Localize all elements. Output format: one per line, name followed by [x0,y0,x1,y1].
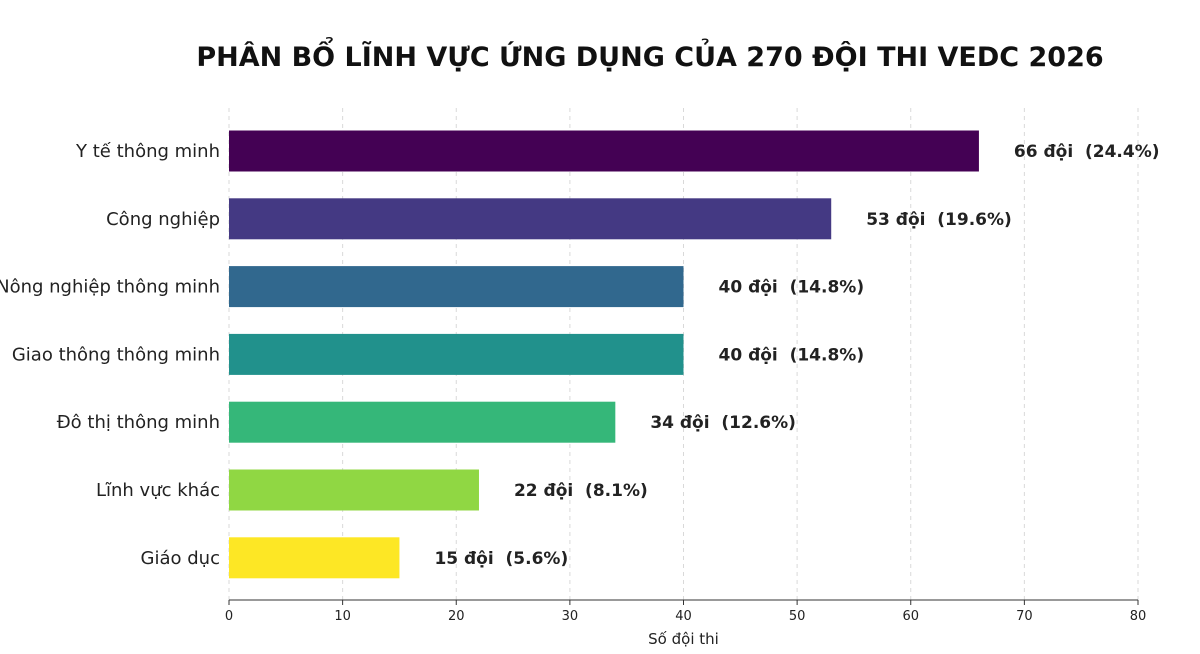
x-axis-title: Số đội thi [648,630,719,648]
bar [229,130,979,172]
category-label: Giao thông thông minh [12,344,220,365]
x-tick-label: 60 [902,609,919,624]
category-label: Nông nghiệp thông minh [0,277,220,298]
bar [229,266,684,308]
x-axis: 0 10 20 30 40 50 60 70 80 [225,599,1147,624]
value-label: 15 đội (5.6%) [434,549,568,569]
x-tick-label: 70 [1016,609,1033,624]
category-label: Lĩnh vực khác [96,480,220,501]
bar [229,333,684,375]
x-tick-label: 80 [1130,609,1147,624]
x-tick-label: 10 [334,609,351,624]
bar [229,537,400,579]
value-label: 34 đội (12.6%) [650,413,796,433]
value-label: 40 đội (14.8%) [719,278,865,298]
bars: Y tế thông minh 66 đội (24.4%) Công nghiệp… [0,130,1160,579]
value-label: 66 đội (24.4%) [1014,142,1160,162]
x-tick-label: 30 [562,609,579,624]
category-label: Đô thị thông minh [57,412,220,433]
x-tick-label: 50 [789,609,806,624]
bar [229,469,479,511]
grid-lines [228,108,1139,600]
x-tick-label: 20 [448,609,465,624]
category-label: Giáo dục [141,548,220,569]
value-label: 22 đội (8.1%) [514,481,648,501]
x-tick-label: 40 [675,609,692,624]
x-tick-label: 0 [225,609,233,624]
value-label: 53 đội (19.6%) [866,210,1012,230]
category-label: Công nghiệp [106,209,220,230]
bar [229,401,616,443]
value-label: 40 đội (14.8%) [719,345,865,365]
category-label: Y tế thông minh [75,141,220,162]
chart-title: PHÂN BỔ LĨNH VỰC ỨNG DỤNG CỦA 270 ĐỘI TH… [196,35,1103,73]
bar [229,198,832,240]
